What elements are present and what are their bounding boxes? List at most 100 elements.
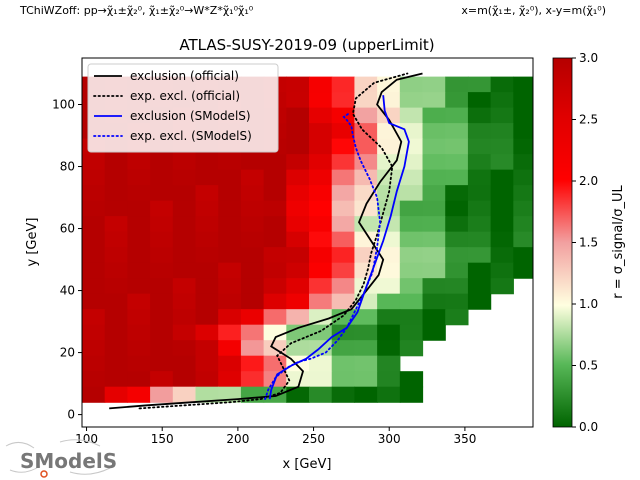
heatmap-cell <box>490 123 514 140</box>
heatmap-cell <box>172 231 197 248</box>
heatmap-cell <box>286 386 310 403</box>
heatmap-cell <box>195 216 219 233</box>
heatmap-cell <box>218 200 242 217</box>
heatmap-cell <box>377 309 401 326</box>
heatmap-cell <box>422 216 446 233</box>
heatmap-cell <box>218 340 242 357</box>
heatmap-cell <box>331 309 356 326</box>
heatmap-cell <box>331 386 356 403</box>
heatmap-cell <box>422 185 446 202</box>
heatmap-cell <box>218 154 242 171</box>
heatmap-cell <box>150 200 174 217</box>
heatmap-cell <box>195 278 219 295</box>
heatmap-cell <box>467 262 492 279</box>
heatmap-cell <box>286 247 310 264</box>
heatmap-cell <box>467 107 492 124</box>
heatmap-cell <box>445 216 469 233</box>
y-tick-label: 40 <box>60 284 75 298</box>
heatmap-cell <box>127 231 151 248</box>
heatmap-cell <box>377 386 401 403</box>
heatmap-cell <box>331 169 356 186</box>
header-left-text: TChiWZoff: pp→χ̃₁±χ̃₂⁰, χ̃₁±χ̃₂⁰→W*Z*χ̃₁… <box>19 4 254 17</box>
heatmap-cell <box>195 293 219 310</box>
heatmap-cell <box>467 123 492 140</box>
curve-exclusion-official- <box>109 72 423 410</box>
heatmap-cell <box>331 138 356 155</box>
heatmap-cell <box>172 216 197 233</box>
heatmap-cell <box>82 216 106 233</box>
heatmap-cell <box>263 200 287 217</box>
heatmap-cell <box>286 107 310 124</box>
heatmap-cell <box>240 371 265 388</box>
heatmap-cell <box>331 293 356 310</box>
heatmap-cell <box>263 293 287 310</box>
heatmap-cell <box>309 123 333 140</box>
heatmap-cell <box>331 216 356 233</box>
heatmap-cell <box>490 231 514 248</box>
heatmap-cell <box>218 355 242 372</box>
heatmap-cell <box>82 324 106 341</box>
heatmap-cell <box>127 247 151 264</box>
heatmap-cell <box>513 262 533 279</box>
heatmap-cell <box>172 154 197 171</box>
heatmap-cell <box>445 200 469 217</box>
heatmap-cell <box>240 169 265 186</box>
heatmap-cell <box>104 231 128 248</box>
heatmap-cell <box>490 92 514 109</box>
heatmap-cell <box>263 154 287 171</box>
heatmap-cell <box>309 154 333 171</box>
heatmap-cell <box>445 278 469 295</box>
heatmap-cell <box>263 185 287 202</box>
y-tick-label: 0 <box>67 408 75 422</box>
heatmap-cell <box>445 92 469 109</box>
heatmap-cell <box>309 293 333 310</box>
heatmap-cell <box>399 231 424 248</box>
heatmap-cell <box>490 216 514 233</box>
y-tick-label: 80 <box>60 160 75 174</box>
heatmap-cell <box>377 200 401 217</box>
heatmap-cell <box>82 340 106 357</box>
heatmap-cell <box>286 154 310 171</box>
smodels-logo: SModelS <box>5 439 117 478</box>
heatmap-cell <box>399 169 424 186</box>
heatmap-cell <box>445 154 469 171</box>
heatmap-cell <box>422 247 446 264</box>
heatmap-cell <box>240 355 265 372</box>
heatmap-cell <box>127 216 151 233</box>
heatmap-cell <box>240 278 265 295</box>
heatmap-cell <box>467 138 492 155</box>
heatmap-cell <box>150 324 174 341</box>
heatmap-cell <box>218 324 242 341</box>
plot-frame <box>81 57 534 428</box>
heatmap-cell <box>150 216 174 233</box>
heatmap-cell <box>354 138 378 155</box>
heatmap-cell <box>309 92 333 109</box>
heatmap-cell <box>240 262 265 279</box>
heatmap-cell <box>150 371 174 388</box>
heatmap-cell <box>422 107 446 124</box>
heatmap-cell <box>104 355 128 372</box>
heatmap-cell <box>309 355 333 372</box>
heatmap-cell <box>172 355 197 372</box>
heatmap-cell <box>331 262 356 279</box>
colorbar-tick-label: 2.5 <box>579 113 598 127</box>
heatmap-cell <box>104 169 128 186</box>
heatmap-cell <box>422 76 446 93</box>
heatmap-cell <box>354 355 378 372</box>
heatmap-cell <box>513 123 533 140</box>
heatmap-cell <box>331 247 356 264</box>
heatmap-cell <box>354 324 378 341</box>
heatmap-cell <box>399 309 424 326</box>
heatmap-cell <box>309 324 333 341</box>
heatmap-cell <box>286 278 310 295</box>
heatmap-cell <box>195 185 219 202</box>
heatmap-cell <box>104 247 128 264</box>
heatmap-cell <box>309 262 333 279</box>
colorbar-tick-label: 1.0 <box>579 297 598 311</box>
heatmap-cell <box>240 154 265 171</box>
heatmap-cell <box>309 107 333 124</box>
heatmap-cell <box>513 138 533 155</box>
heatmap-cell <box>377 154 401 171</box>
x-tick-label: 150 <box>151 432 174 446</box>
heatmap-cell <box>263 262 287 279</box>
